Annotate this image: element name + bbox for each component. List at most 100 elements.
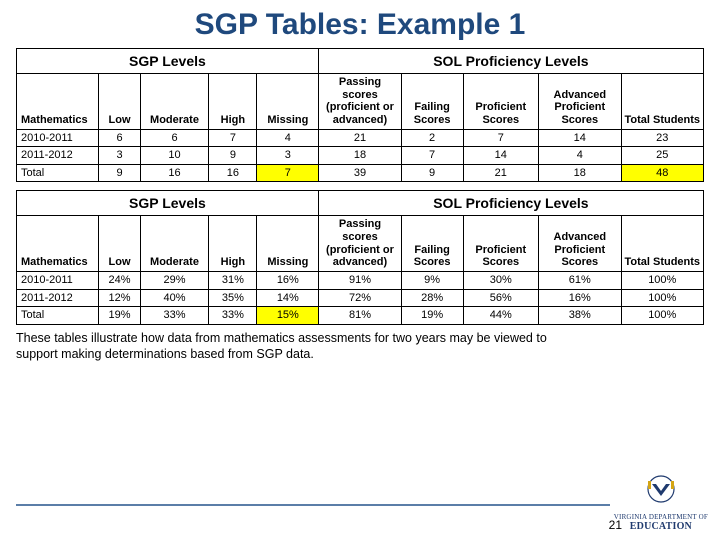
row-label: Total: [17, 307, 99, 325]
table-cell: 9: [401, 164, 463, 182]
table-cell: 15%: [257, 307, 319, 325]
row-label: 2011-2012: [17, 147, 99, 165]
table-cell: 40%: [140, 289, 209, 307]
table-cell: 25: [621, 147, 703, 165]
footer-description: These tables illustrate how data from ma…: [16, 331, 576, 362]
column-header: Low: [99, 216, 140, 272]
table-cell: 100%: [621, 289, 703, 307]
table-cell: 14: [539, 129, 621, 147]
column-header: Passing scores (proficient or advanced): [319, 216, 401, 272]
table-cell: 2: [401, 129, 463, 147]
table-cell: 44%: [463, 307, 539, 325]
table-cell: 56%: [463, 289, 539, 307]
table-cell: 12%: [99, 289, 140, 307]
column-header: Failing Scores: [401, 216, 463, 272]
table-row: Total916167399211848: [17, 164, 704, 182]
logo-text-top: VIRGINIA DEPARTMENT OF: [614, 514, 708, 521]
table-cell: 7: [257, 164, 319, 182]
table-cell: 21: [463, 164, 539, 182]
table-cell: 18: [539, 164, 621, 182]
column-header: Total Students: [621, 216, 703, 272]
column-header: Proficient Scores: [463, 216, 539, 272]
sgp-table-counts: MathematicsLowModerateHighMissingPassing…: [16, 73, 704, 182]
table-cell: 91%: [319, 272, 401, 290]
table-cell: 9: [99, 164, 140, 182]
table-cell: 18: [319, 147, 401, 165]
table-cell: 35%: [209, 289, 257, 307]
table-cell: 14%: [257, 289, 319, 307]
table-cell: 3: [257, 147, 319, 165]
section-header-left-2: SGP Levels: [17, 191, 319, 215]
table-cell: 23: [621, 129, 703, 147]
column-header: Mathematics: [17, 216, 99, 272]
section-header-left-1: SGP Levels: [17, 49, 319, 73]
table-row: Total19%33%33%15%81%19%44%38%100%: [17, 307, 704, 325]
column-header: Moderate: [140, 74, 209, 130]
table-cell: 100%: [621, 272, 703, 290]
table-cell: 38%: [539, 307, 621, 325]
column-header: High: [209, 74, 257, 130]
section-header-row-1: SGP Levels SOL Proficiency Levels: [16, 48, 704, 73]
table-cell: 7: [209, 129, 257, 147]
column-header: Missing: [257, 216, 319, 272]
table-row: 2010-201124%29%31%16%91%9%30%61%100%: [17, 272, 704, 290]
table-cell: 33%: [140, 307, 209, 325]
column-header: Passing scores (proficient or advanced): [319, 74, 401, 130]
table-cell: 14: [463, 147, 539, 165]
table-cell: 4: [539, 147, 621, 165]
row-label: 2010-2011: [17, 272, 99, 290]
table-cell: 16: [140, 164, 209, 182]
row-label: 2011-2012: [17, 289, 99, 307]
section-header-right-1: SOL Proficiency Levels: [319, 49, 703, 73]
seal-icon: [638, 474, 684, 508]
column-header: Low: [99, 74, 140, 130]
sgp-table-percent: MathematicsLowModerateHighMissingPassing…: [16, 215, 704, 324]
table-cell: 3: [99, 147, 140, 165]
table-row: 2011-201212%40%35%14%72%28%56%16%100%: [17, 289, 704, 307]
table-cell: 24%: [99, 272, 140, 290]
table-row: 2010-2011667421271423: [17, 129, 704, 147]
table-cell: 39: [319, 164, 401, 182]
table-row: 2011-20123109318714425: [17, 147, 704, 165]
column-header: Mathematics: [17, 74, 99, 130]
column-header: High: [209, 216, 257, 272]
table-cell: 7: [463, 129, 539, 147]
table-cell: 29%: [140, 272, 209, 290]
table-cell: 19%: [401, 307, 463, 325]
table-cell: 31%: [209, 272, 257, 290]
column-header: Advanced Proficient Scores: [539, 74, 621, 130]
column-header: Failing Scores: [401, 74, 463, 130]
table-cell: 4: [257, 129, 319, 147]
table-cell: 6: [99, 129, 140, 147]
vdoe-logo: VIRGINIA DEPARTMENT OF EDUCATION: [614, 474, 708, 532]
row-label: 2010-2011: [17, 129, 99, 147]
table-cell: 48: [621, 164, 703, 182]
section-header-right-2: SOL Proficiency Levels: [319, 191, 703, 215]
footer-underline: [16, 504, 610, 506]
table-cell: 9%: [401, 272, 463, 290]
table-cell: 16%: [257, 272, 319, 290]
column-header: Advanced Proficient Scores: [539, 216, 621, 272]
table-cell: 33%: [209, 307, 257, 325]
table-cell: 6: [140, 129, 209, 147]
table-cell: 9: [209, 147, 257, 165]
table-cell: 16: [209, 164, 257, 182]
table-cell: 10: [140, 147, 209, 165]
table-cell: 16%: [539, 289, 621, 307]
column-header: Proficient Scores: [463, 74, 539, 130]
table-cell: 21: [319, 129, 401, 147]
column-header: Missing: [257, 74, 319, 130]
table-cell: 28%: [401, 289, 463, 307]
table-cell: 81%: [319, 307, 401, 325]
row-label: Total: [17, 164, 99, 182]
logo-text-bottom: EDUCATION: [614, 522, 708, 532]
table-cell: 30%: [463, 272, 539, 290]
slide-title: SGP Tables: Example 1: [16, 8, 704, 42]
table-cell: 61%: [539, 272, 621, 290]
column-header: Total Students: [621, 74, 703, 130]
table-cell: 100%: [621, 307, 703, 325]
column-header: Moderate: [140, 216, 209, 272]
section-header-row-2: SGP Levels SOL Proficiency Levels: [16, 190, 704, 215]
table-cell: 7: [401, 147, 463, 165]
table-cell: 72%: [319, 289, 401, 307]
